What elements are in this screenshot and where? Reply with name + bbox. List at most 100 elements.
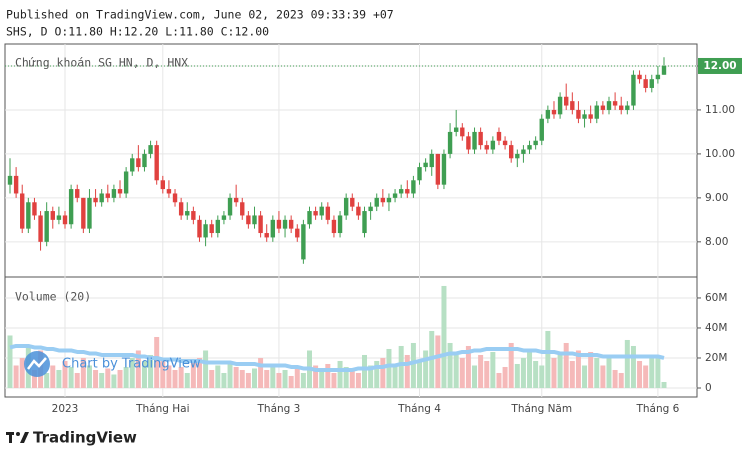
volume-bar	[606, 357, 612, 388]
volume-bar	[270, 363, 276, 388]
candle-body	[172, 193, 178, 203]
volume-bar	[661, 381, 667, 388]
candle-body	[527, 145, 532, 150]
volume-bar	[221, 372, 227, 388]
candle-body	[123, 171, 129, 194]
volume-bar	[624, 339, 630, 388]
candle-body	[460, 127, 465, 137]
volume-bar	[190, 360, 196, 388]
volume-bar	[227, 360, 233, 388]
candle-body	[502, 140, 508, 146]
candle-body	[386, 197, 392, 203]
candle-body	[209, 224, 214, 234]
candle-body	[44, 211, 49, 242]
candle-body	[148, 145, 153, 154]
volume-bar	[111, 374, 117, 388]
candle-body	[117, 189, 123, 194]
candle-body	[362, 211, 367, 234]
candle-body	[545, 109, 551, 119]
y-tick-label: 8.00	[705, 236, 728, 248]
candle-body	[637, 74, 642, 80]
candle-body	[68, 189, 74, 225]
candle-body	[7, 175, 13, 185]
volume-bar	[313, 365, 319, 388]
candle-body	[356, 206, 361, 216]
candle-body	[288, 219, 294, 229]
volume-bar	[441, 285, 447, 388]
volume-bar	[44, 372, 50, 388]
candle-body	[81, 197, 86, 229]
volume-bar	[209, 369, 215, 388]
volume-bar	[68, 366, 74, 388]
volume-bar	[233, 366, 239, 388]
candle-body	[87, 197, 92, 229]
candle-body	[515, 153, 520, 159]
candle-body	[20, 193, 25, 229]
candle-body	[295, 228, 300, 238]
volume-bar	[588, 351, 594, 388]
candle-body	[191, 211, 196, 220]
volume-bar	[148, 354, 154, 388]
watermark: Chart by TradingView	[62, 357, 201, 372]
volume-ma	[9, 343, 665, 372]
volume-label: Volume (20)	[15, 290, 91, 304]
volume-bar	[423, 350, 429, 388]
candle-body	[564, 96, 569, 106]
volume-bar	[105, 368, 111, 388]
last-price-label: 12.00	[703, 60, 736, 72]
volume-bar	[325, 363, 331, 388]
legend: Chứng khoán SG HN, D, HNX	[15, 56, 188, 70]
volume-bar	[294, 366, 300, 388]
candle-body	[197, 219, 202, 238]
candle-body	[313, 211, 318, 216]
candle-body	[594, 105, 599, 119]
footer-brand: TradingView	[33, 429, 137, 447]
candle-body	[374, 197, 379, 207]
candle-body	[319, 206, 324, 216]
candle-body	[484, 145, 489, 150]
candle-body	[185, 211, 190, 216]
symbol-line: SHS, D O:11.80 H:12.20 L:11.80 C:12.00	[6, 25, 269, 39]
volume-bar	[514, 363, 520, 388]
candle-body	[32, 202, 37, 216]
volume-bar	[594, 357, 600, 388]
y-tick-label: 40M	[705, 322, 727, 334]
candle-body	[343, 197, 349, 216]
candle-body	[331, 219, 337, 234]
volume-bar	[99, 372, 105, 388]
y-tick-label: 20M	[705, 352, 727, 364]
candle-body	[166, 189, 172, 194]
volume-bar	[13, 365, 19, 388]
volume-bar	[539, 365, 545, 388]
footer-logo	[6, 432, 29, 443]
candle-body	[276, 219, 282, 229]
candle-body	[325, 206, 331, 220]
candle-body	[392, 193, 398, 198]
volume-bar	[643, 365, 649, 388]
watermark-icon	[24, 351, 50, 377]
candle-body	[240, 202, 245, 216]
candle-body	[539, 118, 544, 141]
volume-bar	[62, 360, 68, 388]
volume-bar	[355, 372, 361, 388]
candle-body	[466, 136, 471, 150]
volume-bar	[196, 357, 202, 388]
candle-body	[649, 79, 654, 88]
volume-bar	[520, 357, 526, 388]
volume-bar	[600, 365, 606, 388]
volume-bar	[343, 366, 349, 388]
candle-body	[429, 153, 434, 168]
volume-bar	[490, 351, 496, 388]
candle-body	[264, 233, 269, 238]
candle-body	[93, 197, 98, 203]
volume-bar	[374, 360, 380, 388]
y-tick-label: 10.00	[705, 148, 735, 160]
candle-body	[227, 197, 233, 216]
candle-body	[472, 131, 477, 150]
volume-bar	[484, 360, 490, 388]
y-tick-label: 9.00	[705, 192, 728, 204]
volume-bar	[7, 335, 13, 388]
candle-body	[582, 114, 587, 119]
candle-body	[56, 215, 62, 220]
volume-bar	[251, 368, 257, 388]
